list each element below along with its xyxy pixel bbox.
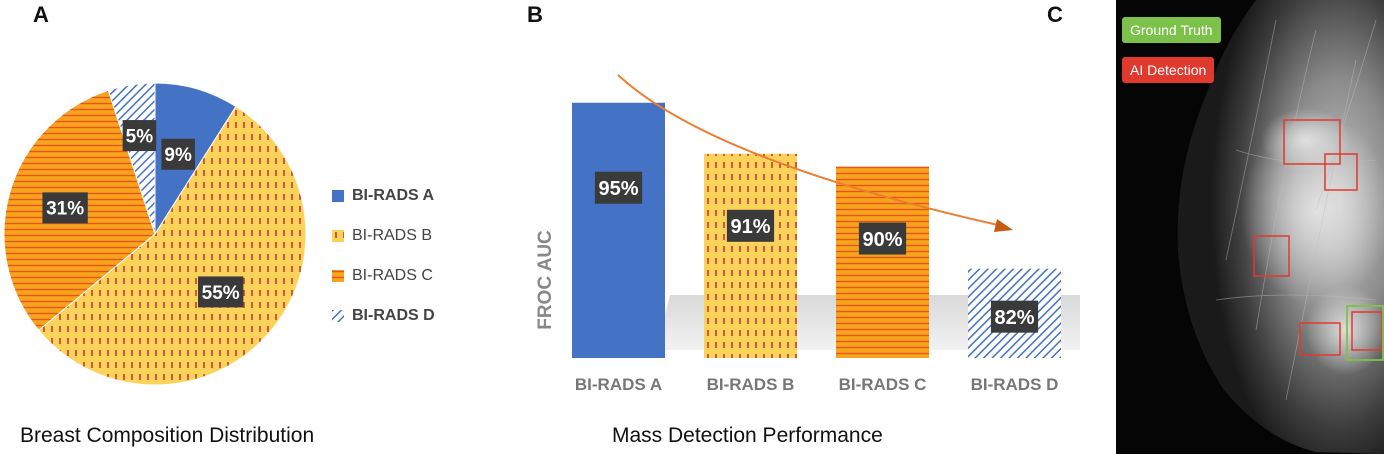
legend-swatch-a (332, 190, 344, 202)
pie-value-label-bg (122, 120, 157, 152)
pie-value-label: 31% (46, 199, 84, 220)
trend-arrowhead (994, 219, 1013, 232)
pie-value-label-bg (198, 276, 244, 308)
ai-detection-box (1299, 322, 1341, 356)
trend-arrow (617, 74, 999, 226)
bar-value-label-bg (990, 300, 1039, 333)
bar-bi-rads-a (572, 102, 665, 358)
bar-value-label-bg (594, 171, 643, 204)
pie-slice-bi-rads-b (37, 105, 307, 386)
bar-bi-rads-c (836, 166, 929, 358)
panel-letter-a: A (33, 2, 49, 27)
panel-letter-c: C (1047, 2, 1063, 27)
legend-item-birads-c: BI-RADS C (332, 256, 435, 296)
legend-item-birads-a: BI-RADS A (332, 176, 435, 216)
legend-label-d: BI-RADS D (352, 307, 435, 324)
legend-item-birads-d: BI-RADS D (332, 296, 435, 336)
ai-detection-box (1253, 235, 1290, 277)
ground-truth-box (1346, 305, 1384, 361)
pie-chart-title: Breast Composition Distribution (20, 424, 315, 447)
bar-y-axis-label: FROC AUC (535, 230, 556, 330)
legend-swatch-b (332, 230, 344, 242)
legend-swatch-c (332, 270, 344, 282)
ground-truth-legend: Ground Truth (1122, 17, 1221, 43)
legend-label-a: BI-RADS A (352, 187, 435, 204)
bar-bi-rads-b (704, 153, 797, 358)
bar-value-label: 95% (598, 178, 638, 200)
ai-detection-box (1324, 153, 1358, 191)
pie-value-label: 5% (126, 126, 154, 147)
ai-detection-legend: AI Detection (1122, 57, 1215, 83)
bar-category-label: BI-RADS C (839, 375, 927, 394)
bar-value-label: 82% (994, 307, 1034, 329)
bar-value-label: 91% (730, 216, 770, 238)
pie-value-label-bg (42, 192, 88, 224)
legend-item-birads-b: BI-RADS B (332, 216, 435, 256)
legend-swatch-d (332, 310, 344, 322)
pie-legend: BI-RADS A BI-RADS B BI-RADS C BI-RADS D (332, 176, 435, 336)
pie-value-label-bg (161, 138, 195, 170)
pie-value-label: 9% (164, 145, 192, 166)
bar-category-label: BI-RADS B (707, 375, 795, 394)
bar-value-label-bg (726, 209, 775, 242)
mammogram-image: Ground Truth AI Detection (1116, 0, 1384, 454)
legend-label-c: BI-RADS C (352, 267, 433, 284)
legend-label-b: BI-RADS B (352, 227, 433, 244)
bar-category-label: BI-RADS D (971, 375, 1059, 394)
bar-value-label: 90% (862, 229, 902, 251)
pie-chart: 9% 55% 31% 5% (3, 82, 307, 386)
panel-letter-b: B (527, 2, 543, 27)
ai-detection-box (1283, 119, 1341, 165)
bar-chart-title: Mass Detection Performance (612, 424, 883, 447)
bar-chart: FROC AUC 95% BI-RADS A 91% BI-RADS B 90% BI-R… (535, 74, 1080, 394)
ai-detection-box (1351, 311, 1383, 351)
bar-value-label-bg (858, 222, 907, 255)
pie-value-label: 55% (202, 283, 240, 304)
bar-category-label: BI-RADS A (575, 375, 662, 394)
pie-slice-bi-rads-a (154, 82, 237, 236)
